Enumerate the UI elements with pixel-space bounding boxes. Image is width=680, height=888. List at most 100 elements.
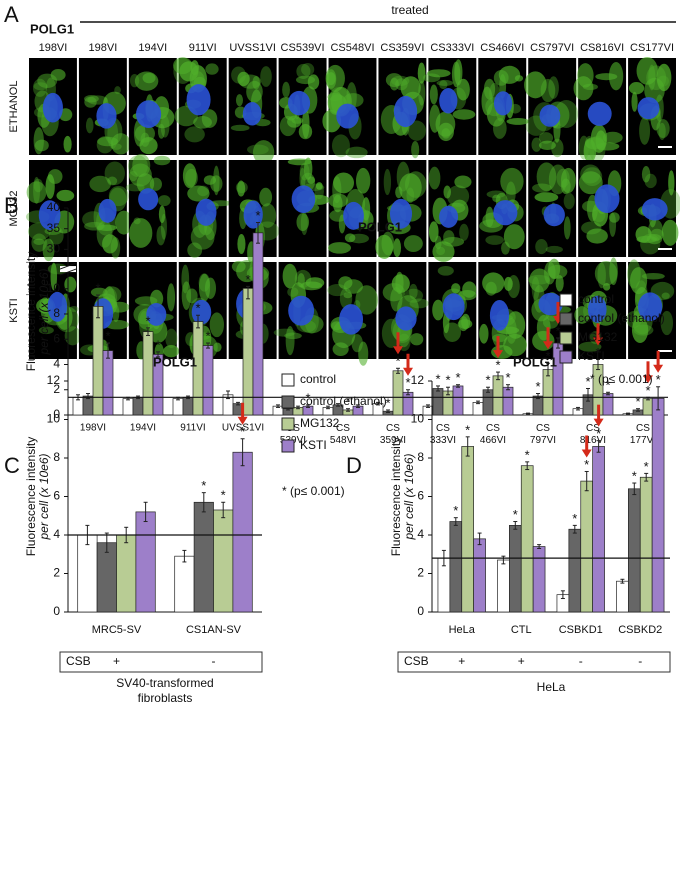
error-bar [206, 342, 210, 349]
significance-star: * [453, 503, 458, 518]
significance-star: * [435, 371, 440, 386]
y-tick-label: 35 [47, 221, 61, 235]
bar [580, 480, 593, 613]
x-tick-label: CS 466VI [480, 423, 506, 446]
micrograph [178, 262, 227, 360]
bar [482, 389, 494, 416]
bar [509, 525, 522, 613]
cytoplasm [332, 342, 349, 356]
legend-label: MG132 [578, 330, 618, 344]
bar [492, 375, 504, 416]
nucleus [539, 104, 561, 127]
cytoplasm [213, 342, 222, 352]
column-label: CS539VI [281, 42, 325, 54]
cytoplasm [190, 60, 199, 76]
cytoplasm [291, 117, 304, 124]
significance-star: * [95, 280, 100, 295]
error-bar [596, 440, 601, 453]
cytoplasm [428, 166, 441, 190]
cytoplasm [390, 287, 403, 312]
significance-star: * [495, 358, 500, 373]
bar [520, 465, 534, 613]
cytoplasm [452, 109, 476, 120]
error-bar [560, 590, 565, 600]
nucleus [489, 300, 510, 331]
micrograph [228, 58, 277, 165]
cytoplasm [578, 171, 603, 195]
error-bar [476, 400, 480, 405]
nucleus [191, 299, 212, 325]
cytoplasm [532, 330, 555, 351]
cytoplasm [82, 211, 104, 228]
cytoplasm [273, 328, 296, 337]
x-tick-label: CS 816VI [580, 423, 606, 446]
cytoplasm [385, 73, 403, 87]
cytoplasm [514, 75, 524, 82]
nucleus [389, 198, 413, 229]
cytoplasm [656, 63, 672, 92]
cytoplasm [231, 66, 246, 84]
significance-star: * [585, 374, 590, 389]
cytoplasm [524, 71, 547, 99]
cytoplasm [407, 120, 426, 141]
legend-swatch [559, 293, 573, 307]
y-axis-label: per cell (x 10e6) [37, 268, 51, 355]
cytoplasm [307, 74, 320, 90]
chart-title: POLG1 [153, 354, 197, 369]
arrow-head [237, 416, 248, 425]
y-tick-label: 12 [411, 373, 425, 387]
y-tick-label: 8 [53, 306, 60, 320]
error-bar [221, 501, 226, 519]
panel-letter: B [4, 193, 19, 218]
x-tick-label: CS 797VI [530, 423, 556, 446]
row-label: KSTI [8, 298, 20, 322]
cytoplasm [345, 146, 368, 159]
significance-star: * [195, 301, 200, 316]
cytoplasm [160, 115, 170, 138]
column-label: 194VI [138, 42, 167, 54]
y-axis-label: per cell (x 10e6) [402, 453, 416, 540]
nucleus [186, 84, 211, 116]
axis-break-gap [60, 266, 76, 273]
cytoplasm [282, 81, 290, 98]
error-bar [486, 386, 490, 393]
cytoplasm [85, 117, 94, 134]
micrograph [423, 58, 477, 155]
bar [542, 369, 554, 416]
error-bar [246, 285, 250, 300]
cytoplasm [427, 69, 451, 78]
cytoplasm [209, 312, 225, 338]
column-label: 198VI [89, 42, 118, 54]
cytoplasm [332, 194, 343, 213]
cytoplasm [609, 257, 618, 286]
error-bar [326, 405, 330, 410]
error-bar [513, 521, 518, 530]
arrow-head [543, 341, 553, 350]
nucleus [47, 291, 68, 322]
cytoplasm [436, 79, 454, 87]
error-bar [506, 384, 510, 391]
cytoplasm [548, 76, 559, 99]
cytoplasm [485, 235, 504, 245]
x-tick-label: CSBKD1 [559, 624, 603, 636]
micrograph [78, 160, 133, 259]
panel-letter: D [346, 453, 362, 478]
nucleus [393, 95, 418, 128]
cytoplasm [133, 217, 141, 225]
micrograph [328, 160, 377, 257]
cytoplasm [96, 224, 118, 231]
significance-star: * [644, 459, 649, 474]
nucleus [38, 200, 61, 230]
nucleus [288, 295, 315, 326]
cytoplasm [163, 345, 180, 358]
column-label: CS816VI [580, 42, 624, 54]
error-bar [546, 362, 550, 377]
bar [92, 306, 104, 416]
cytoplasm [160, 213, 167, 240]
x-tick-label: CS 548VI [330, 423, 356, 446]
cytoplasm [204, 277, 217, 299]
cytoplasm [301, 63, 315, 76]
arrow-head [403, 367, 413, 376]
bar [432, 388, 444, 416]
error-bar [356, 404, 360, 408]
